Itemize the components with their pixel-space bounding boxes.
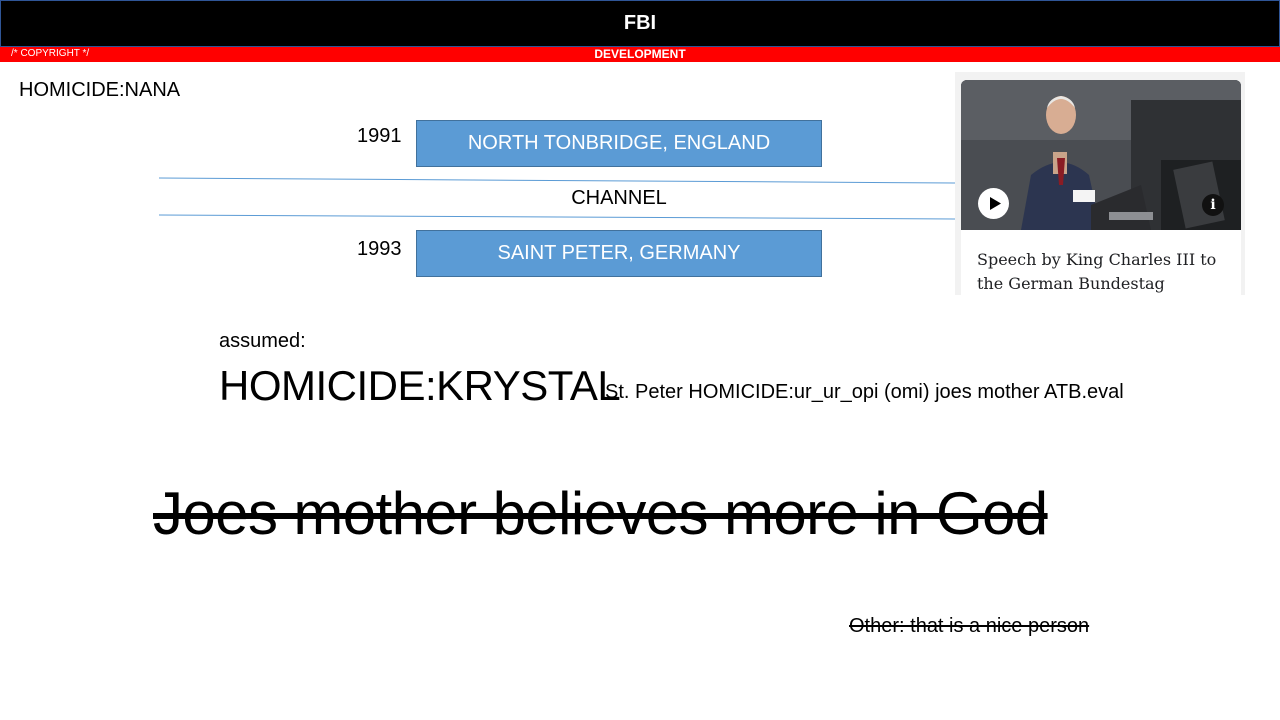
channel-label: CHANNEL bbox=[571, 187, 667, 209]
play-icon bbox=[990, 197, 1001, 210]
page-title: FBI bbox=[623, 12, 657, 34]
channel-top-line bbox=[158, 177, 956, 184]
case-label: HOMICIDE:NANA bbox=[19, 79, 181, 101]
main-statement: Joes mother believes more in God bbox=[153, 480, 1048, 547]
timeline-location-1: NORTH TONBRIDGE, ENGLAND bbox=[416, 120, 822, 167]
assumed-detail: St. Peter HOMICIDE:ur_ur_opi (omi) joes … bbox=[605, 381, 1124, 403]
assumed-primary: HOMICIDE:KRYSTAL bbox=[219, 362, 621, 409]
video-thumbnail[interactable]: i bbox=[961, 80, 1241, 230]
status-banner: /* COPYRIGHT */ DEVELOPMENT bbox=[0, 47, 1280, 62]
other-statement: Other: that is a nice person bbox=[849, 615, 1090, 637]
timeline-year-2: 1993 bbox=[357, 238, 402, 260]
copyright-label: /* COPYRIGHT */ bbox=[11, 48, 90, 59]
timeline-year-1: 1991 bbox=[357, 125, 402, 147]
media-card[interactable]: i Speech by King Charles III to the Germ… bbox=[955, 72, 1245, 295]
title-bar: FBI bbox=[0, 0, 1280, 47]
info-icon[interactable]: i bbox=[1202, 194, 1224, 216]
media-caption[interactable]: Speech by King Charles III to the German… bbox=[977, 250, 1217, 293]
media-caption-panel: Speech by King Charles III to the German… bbox=[961, 230, 1241, 295]
channel-lines bbox=[158, 177, 956, 220]
channel-bottom-line bbox=[158, 214, 956, 220]
play-button[interactable] bbox=[978, 188, 1009, 219]
timeline-location-2: SAINT PETER, GERMANY bbox=[416, 230, 822, 277]
assumed-label: assumed: bbox=[219, 330, 306, 352]
environment-label: DEVELOPMENT bbox=[594, 47, 686, 61]
